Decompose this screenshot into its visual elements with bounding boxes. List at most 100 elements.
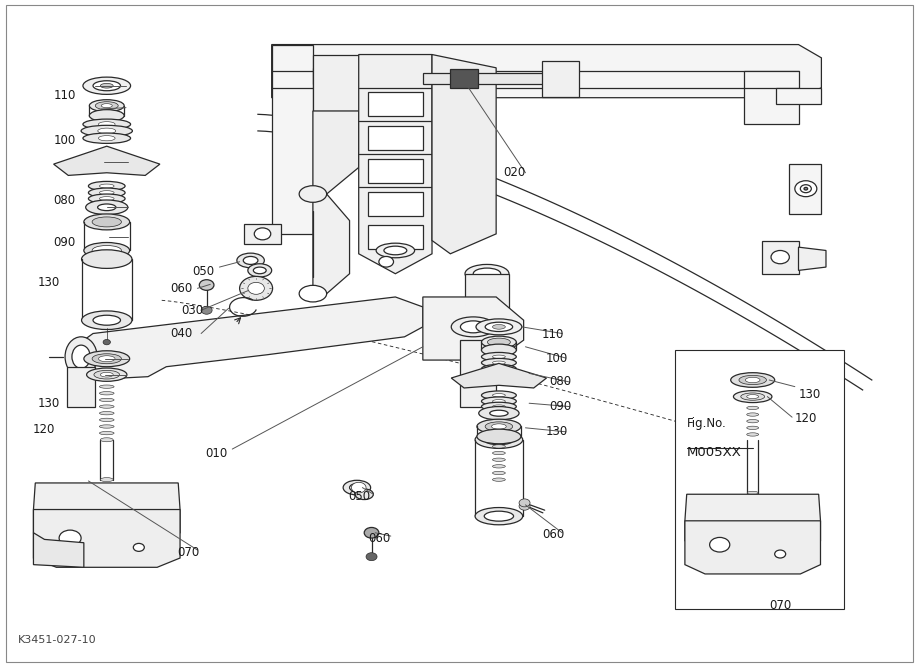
Ellipse shape bbox=[490, 410, 508, 416]
Ellipse shape bbox=[747, 395, 759, 399]
Circle shape bbox=[364, 528, 379, 538]
Text: 060: 060 bbox=[368, 532, 391, 544]
Ellipse shape bbox=[83, 133, 130, 143]
Ellipse shape bbox=[86, 368, 127, 382]
Circle shape bbox=[800, 185, 811, 193]
Ellipse shape bbox=[477, 429, 521, 444]
Ellipse shape bbox=[343, 480, 370, 495]
Text: 110: 110 bbox=[53, 89, 76, 102]
Polygon shape bbox=[272, 45, 312, 234]
Polygon shape bbox=[33, 510, 180, 568]
Polygon shape bbox=[67, 367, 95, 407]
Text: M005XX: M005XX bbox=[686, 446, 742, 460]
Ellipse shape bbox=[88, 194, 125, 203]
Text: 070: 070 bbox=[769, 600, 791, 612]
Ellipse shape bbox=[747, 413, 759, 416]
Ellipse shape bbox=[100, 372, 113, 377]
Ellipse shape bbox=[355, 489, 373, 500]
Polygon shape bbox=[423, 73, 561, 84]
Ellipse shape bbox=[94, 370, 119, 379]
Ellipse shape bbox=[745, 378, 760, 383]
Polygon shape bbox=[799, 247, 826, 270]
Ellipse shape bbox=[493, 405, 505, 408]
Circle shape bbox=[201, 306, 212, 314]
Ellipse shape bbox=[85, 200, 128, 215]
Ellipse shape bbox=[99, 425, 114, 428]
Ellipse shape bbox=[300, 285, 326, 302]
Bar bbox=[368, 192, 423, 216]
Text: 110: 110 bbox=[542, 328, 564, 342]
Text: 120: 120 bbox=[32, 423, 55, 436]
Text: 100: 100 bbox=[53, 134, 76, 147]
Ellipse shape bbox=[493, 361, 505, 364]
Polygon shape bbox=[685, 521, 821, 574]
Text: 030: 030 bbox=[181, 303, 203, 317]
Ellipse shape bbox=[99, 191, 114, 195]
Ellipse shape bbox=[88, 181, 125, 191]
Circle shape bbox=[255, 228, 271, 240]
Text: 010: 010 bbox=[205, 447, 227, 460]
Ellipse shape bbox=[84, 243, 130, 258]
Ellipse shape bbox=[479, 407, 519, 420]
Circle shape bbox=[804, 187, 808, 190]
Ellipse shape bbox=[88, 188, 125, 197]
Bar bbox=[368, 125, 423, 149]
Ellipse shape bbox=[84, 351, 130, 367]
Text: 130: 130 bbox=[38, 276, 61, 289]
Ellipse shape bbox=[475, 508, 523, 525]
Text: 040: 040 bbox=[170, 327, 192, 340]
Ellipse shape bbox=[477, 419, 521, 434]
Ellipse shape bbox=[484, 435, 514, 445]
Ellipse shape bbox=[97, 128, 116, 133]
Ellipse shape bbox=[493, 452, 505, 455]
Circle shape bbox=[519, 499, 530, 507]
Ellipse shape bbox=[248, 263, 272, 277]
Ellipse shape bbox=[93, 315, 120, 325]
Polygon shape bbox=[789, 164, 822, 214]
Ellipse shape bbox=[349, 484, 364, 492]
Ellipse shape bbox=[83, 119, 130, 129]
Ellipse shape bbox=[492, 424, 506, 429]
Ellipse shape bbox=[465, 324, 509, 343]
Polygon shape bbox=[542, 61, 579, 97]
Ellipse shape bbox=[101, 103, 112, 107]
Circle shape bbox=[103, 340, 110, 345]
Polygon shape bbox=[70, 297, 423, 380]
Polygon shape bbox=[451, 364, 547, 388]
Ellipse shape bbox=[99, 197, 114, 201]
Ellipse shape bbox=[731, 373, 775, 388]
Bar bbox=[368, 225, 423, 249]
Ellipse shape bbox=[82, 311, 132, 329]
Text: 090: 090 bbox=[550, 400, 572, 413]
Ellipse shape bbox=[747, 426, 759, 430]
Ellipse shape bbox=[493, 445, 505, 448]
Ellipse shape bbox=[485, 422, 513, 431]
Circle shape bbox=[771, 251, 789, 263]
Polygon shape bbox=[312, 194, 349, 293]
Polygon shape bbox=[460, 340, 496, 407]
Ellipse shape bbox=[81, 125, 132, 137]
Bar bbox=[368, 93, 423, 116]
Ellipse shape bbox=[254, 267, 267, 273]
Text: 130: 130 bbox=[546, 426, 568, 438]
Ellipse shape bbox=[493, 465, 505, 468]
Ellipse shape bbox=[99, 418, 114, 422]
Ellipse shape bbox=[84, 214, 130, 230]
Text: 070: 070 bbox=[177, 546, 199, 559]
Ellipse shape bbox=[98, 135, 115, 141]
Ellipse shape bbox=[100, 438, 113, 442]
Circle shape bbox=[133, 544, 144, 552]
Text: 100: 100 bbox=[546, 352, 568, 365]
Ellipse shape bbox=[475, 431, 523, 448]
Ellipse shape bbox=[747, 433, 759, 436]
Bar bbox=[675, 350, 845, 609]
Ellipse shape bbox=[99, 184, 114, 188]
Ellipse shape bbox=[493, 458, 505, 462]
Polygon shape bbox=[272, 45, 822, 97]
Ellipse shape bbox=[97, 204, 116, 211]
Text: 120: 120 bbox=[795, 412, 817, 425]
Ellipse shape bbox=[100, 83, 113, 88]
Bar bbox=[368, 159, 423, 183]
Ellipse shape bbox=[482, 364, 516, 373]
Circle shape bbox=[240, 276, 273, 300]
